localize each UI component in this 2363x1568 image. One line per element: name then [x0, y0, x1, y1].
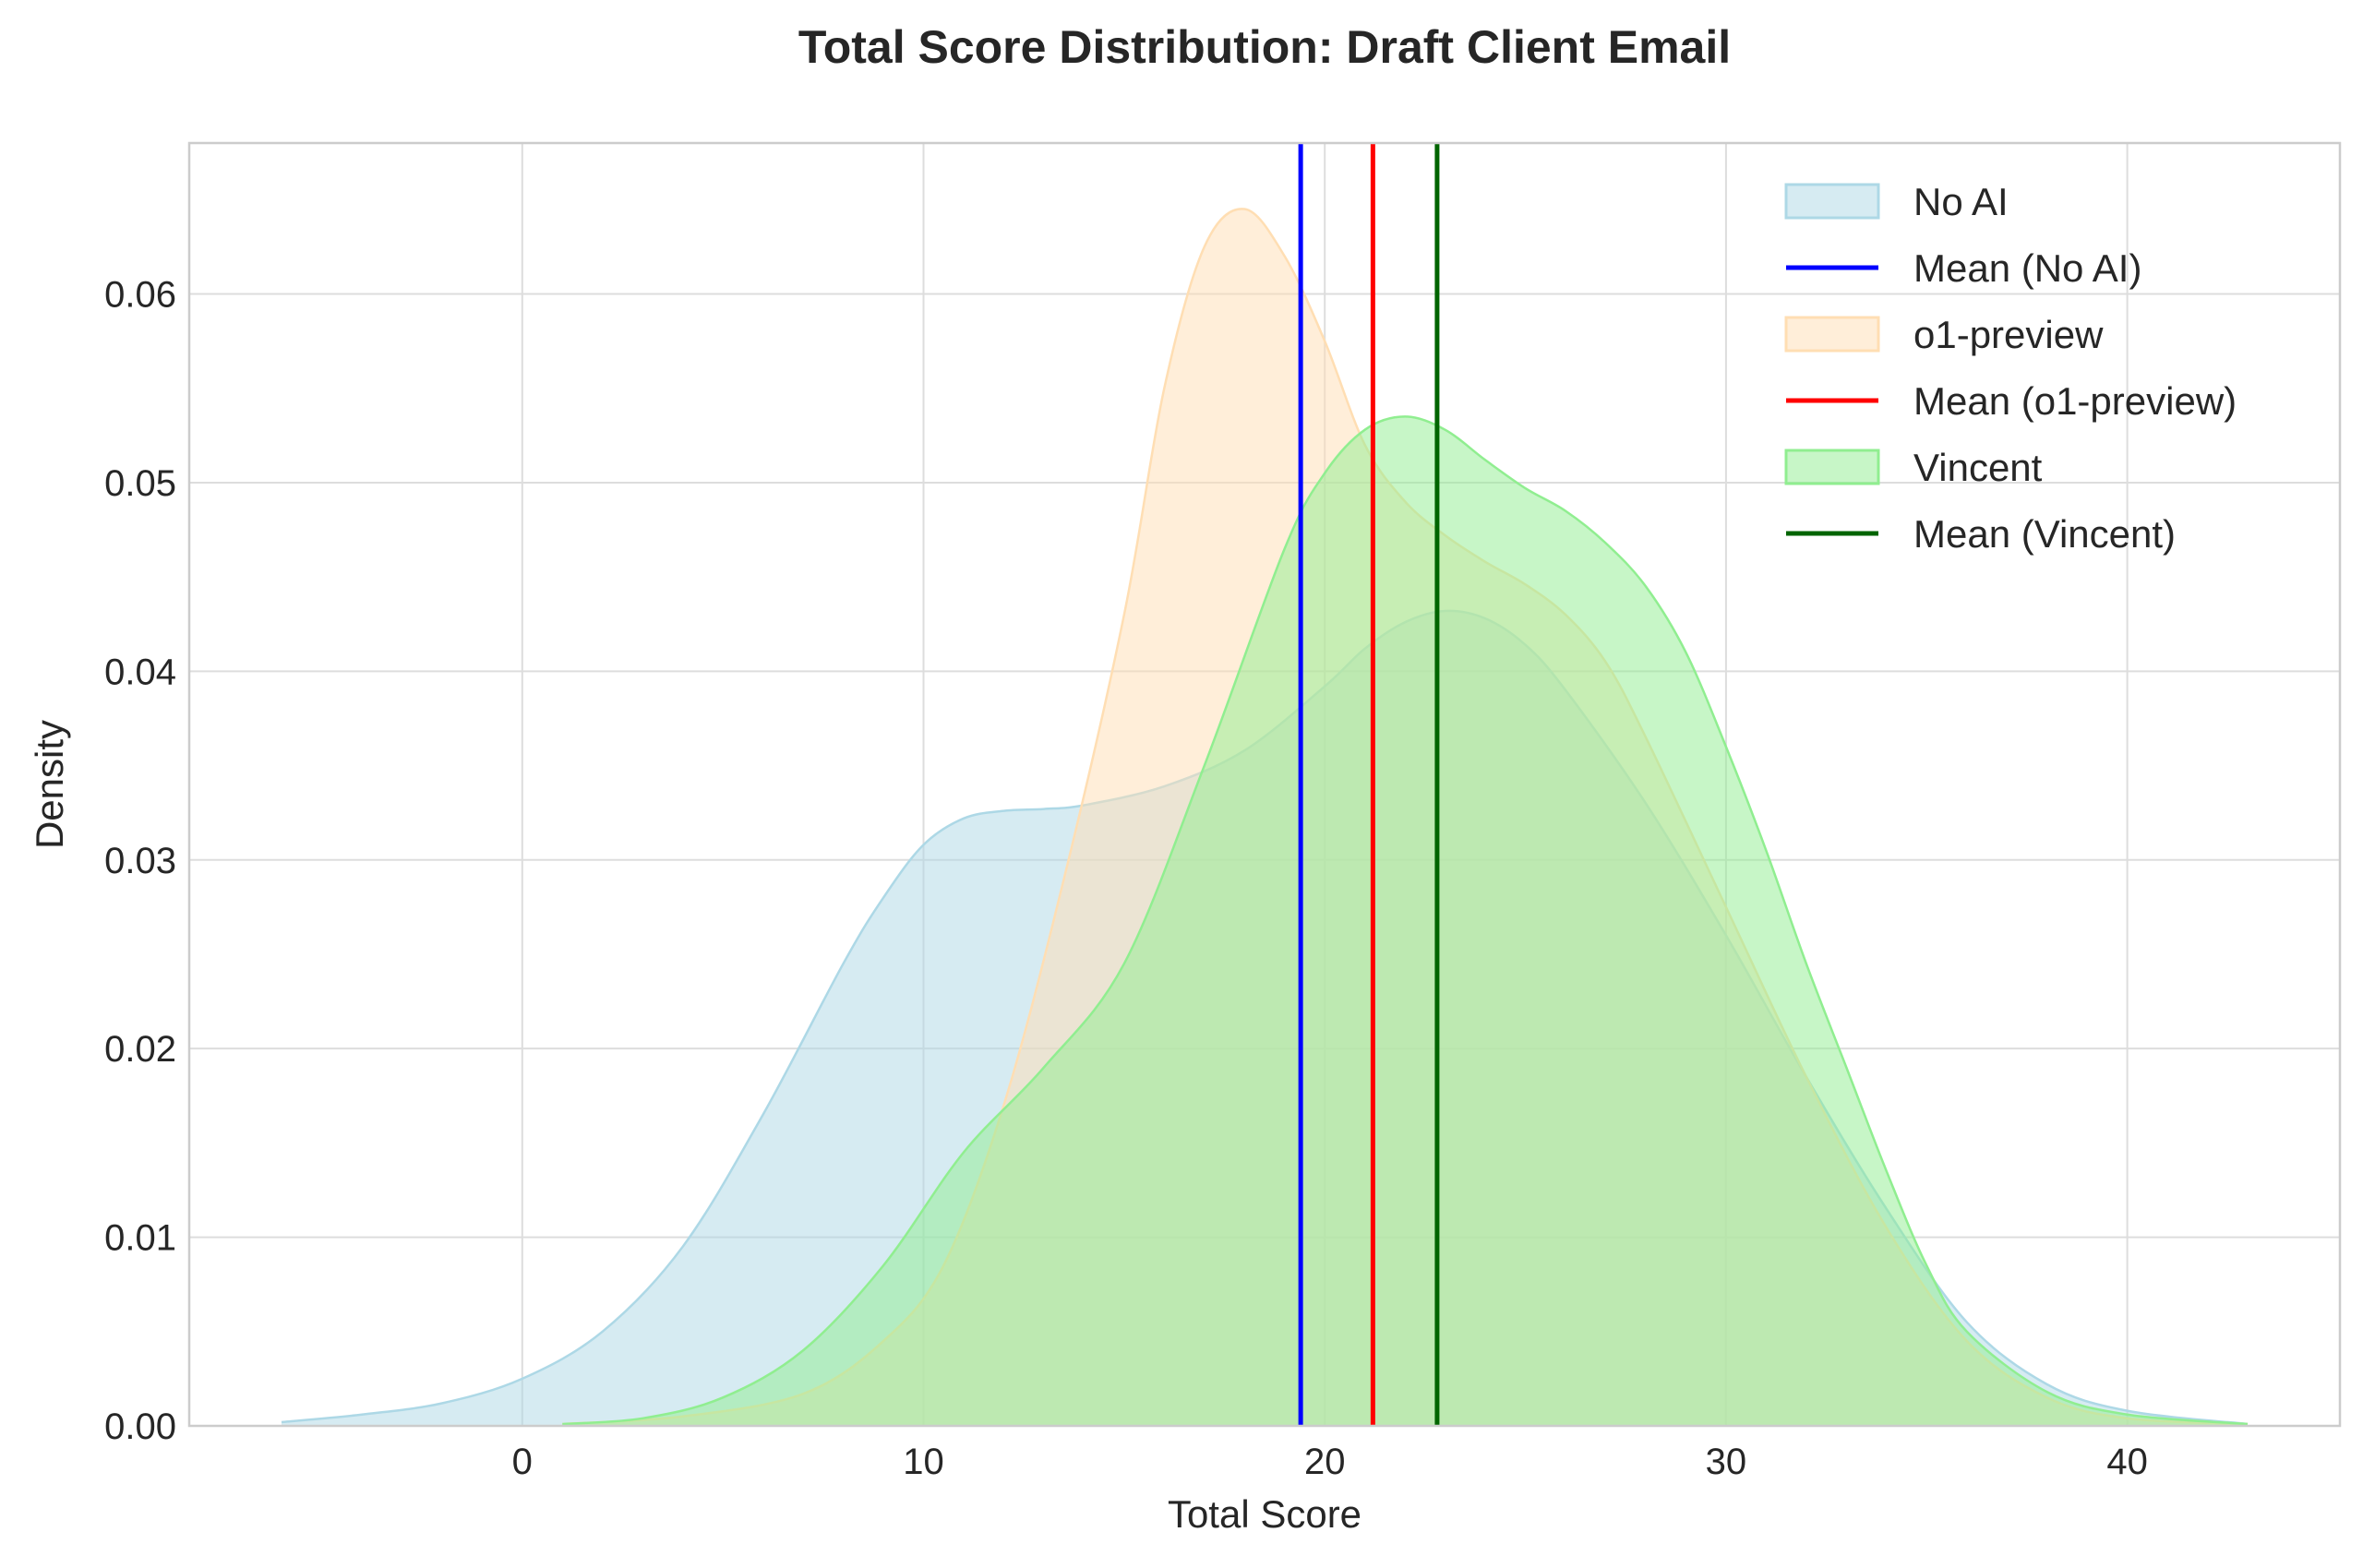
legend-item-mean-o1-preview: Mean (o1-preview) — [1786, 379, 2237, 423]
y-tick-label: 0.04 — [104, 652, 176, 692]
legend-swatch — [1784, 316, 1880, 353]
legend-label: No AI — [1913, 180, 2009, 223]
legend-swatch — [1784, 183, 1880, 220]
legend-item-no-ai: No AI — [1784, 180, 2009, 223]
x-tick-label: 10 — [903, 1442, 944, 1482]
legend: No AI Mean (No AI) o1-preview Mean (o1-prev… — [1784, 180, 2237, 556]
legend-item-vincent: Vincent — [1784, 446, 2043, 489]
y-axis-label: Density — [28, 720, 71, 849]
plot-frame — [187, 141, 2342, 1428]
x-tick-label: 30 — [1706, 1442, 1747, 1482]
density-area-vincent — [562, 416, 2249, 1426]
legend-swatch — [1784, 449, 1880, 485]
x-tick-label: 20 — [1304, 1442, 1346, 1482]
tick-labels: 0 10 20 30 40 0.00 0.01 0.02 0.03 0.04 0.05 0.06 — [104, 275, 2148, 1482]
chart-title: Total Score Distribution: Draft Client E… — [798, 21, 1731, 73]
y-tick-label: 0.05 — [104, 463, 176, 504]
legend-item-mean-vincent: Mean (Vincent) — [1786, 512, 2176, 556]
legend-label: Mean (o1-preview) — [1913, 379, 2237, 423]
density-areas — [281, 208, 2249, 1426]
y-tick-label: 0.01 — [104, 1218, 176, 1259]
y-tick-label: 0.06 — [104, 275, 176, 316]
mean-lines — [1298, 143, 1440, 1426]
y-tick-label: 0.00 — [104, 1406, 176, 1447]
legend-item-mean-no-ai: Mean (No AI) — [1786, 246, 2141, 290]
x-axis-label: Total Score — [1168, 1492, 1361, 1536]
y-tick-label: 0.03 — [104, 841, 176, 881]
density-curve-vincent — [562, 415, 2249, 1426]
legend-label: o1-preview — [1913, 313, 2104, 356]
legend-label: Mean (No AI) — [1913, 246, 2141, 290]
legend-item-o1-preview: o1-preview — [1784, 313, 2104, 356]
x-tick-label: 0 — [512, 1442, 533, 1482]
x-tick-label: 40 — [2106, 1442, 2148, 1482]
legend-label: Vincent — [1913, 446, 2043, 489]
y-tick-label: 0.02 — [104, 1029, 176, 1070]
legend-label: Mean (Vincent) — [1913, 512, 2176, 556]
